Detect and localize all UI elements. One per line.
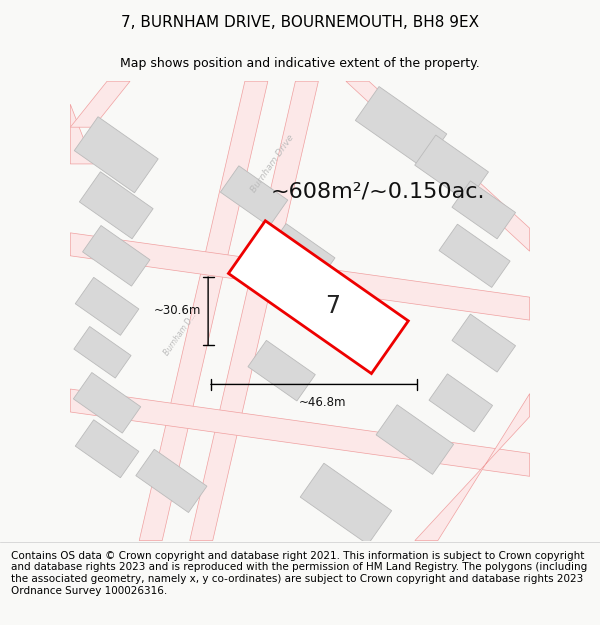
Polygon shape bbox=[83, 226, 150, 286]
Text: 7, BURNHAM DRIVE, BOURNEMOUTH, BH8 9EX: 7, BURNHAM DRIVE, BOURNEMOUTH, BH8 9EX bbox=[121, 15, 479, 30]
Text: ~46.8m: ~46.8m bbox=[299, 396, 347, 409]
Polygon shape bbox=[139, 81, 268, 541]
Polygon shape bbox=[229, 221, 409, 374]
Text: ~30.6m: ~30.6m bbox=[154, 304, 201, 318]
Polygon shape bbox=[415, 394, 530, 541]
Text: Contains OS data © Crown copyright and database right 2021. This information is : Contains OS data © Crown copyright and d… bbox=[11, 551, 587, 596]
Text: Map shows position and indicative extent of the property.: Map shows position and indicative extent… bbox=[120, 57, 480, 70]
Polygon shape bbox=[346, 81, 530, 251]
Text: ~608m²/~0.150ac.: ~608m²/~0.150ac. bbox=[271, 181, 485, 201]
Polygon shape bbox=[190, 81, 319, 541]
Polygon shape bbox=[73, 372, 141, 433]
Polygon shape bbox=[70, 233, 530, 320]
Polygon shape bbox=[74, 117, 158, 192]
Polygon shape bbox=[265, 224, 335, 288]
Polygon shape bbox=[415, 135, 488, 202]
Polygon shape bbox=[75, 420, 139, 478]
Polygon shape bbox=[355, 86, 447, 168]
Polygon shape bbox=[70, 81, 130, 127]
Polygon shape bbox=[75, 278, 139, 336]
Polygon shape bbox=[79, 172, 153, 239]
Polygon shape bbox=[429, 374, 493, 432]
Polygon shape bbox=[136, 449, 207, 512]
Polygon shape bbox=[439, 224, 510, 288]
Polygon shape bbox=[248, 341, 316, 401]
Polygon shape bbox=[300, 463, 392, 544]
Polygon shape bbox=[220, 166, 288, 226]
Text: 7: 7 bbox=[325, 294, 340, 318]
Text: Burnham D...: Burnham D... bbox=[163, 311, 199, 357]
Polygon shape bbox=[70, 389, 530, 476]
Polygon shape bbox=[452, 181, 515, 239]
Text: Burnham Drive: Burnham Drive bbox=[249, 133, 296, 194]
Polygon shape bbox=[74, 326, 131, 378]
Polygon shape bbox=[70, 104, 93, 164]
Polygon shape bbox=[376, 405, 454, 474]
Polygon shape bbox=[452, 314, 515, 372]
